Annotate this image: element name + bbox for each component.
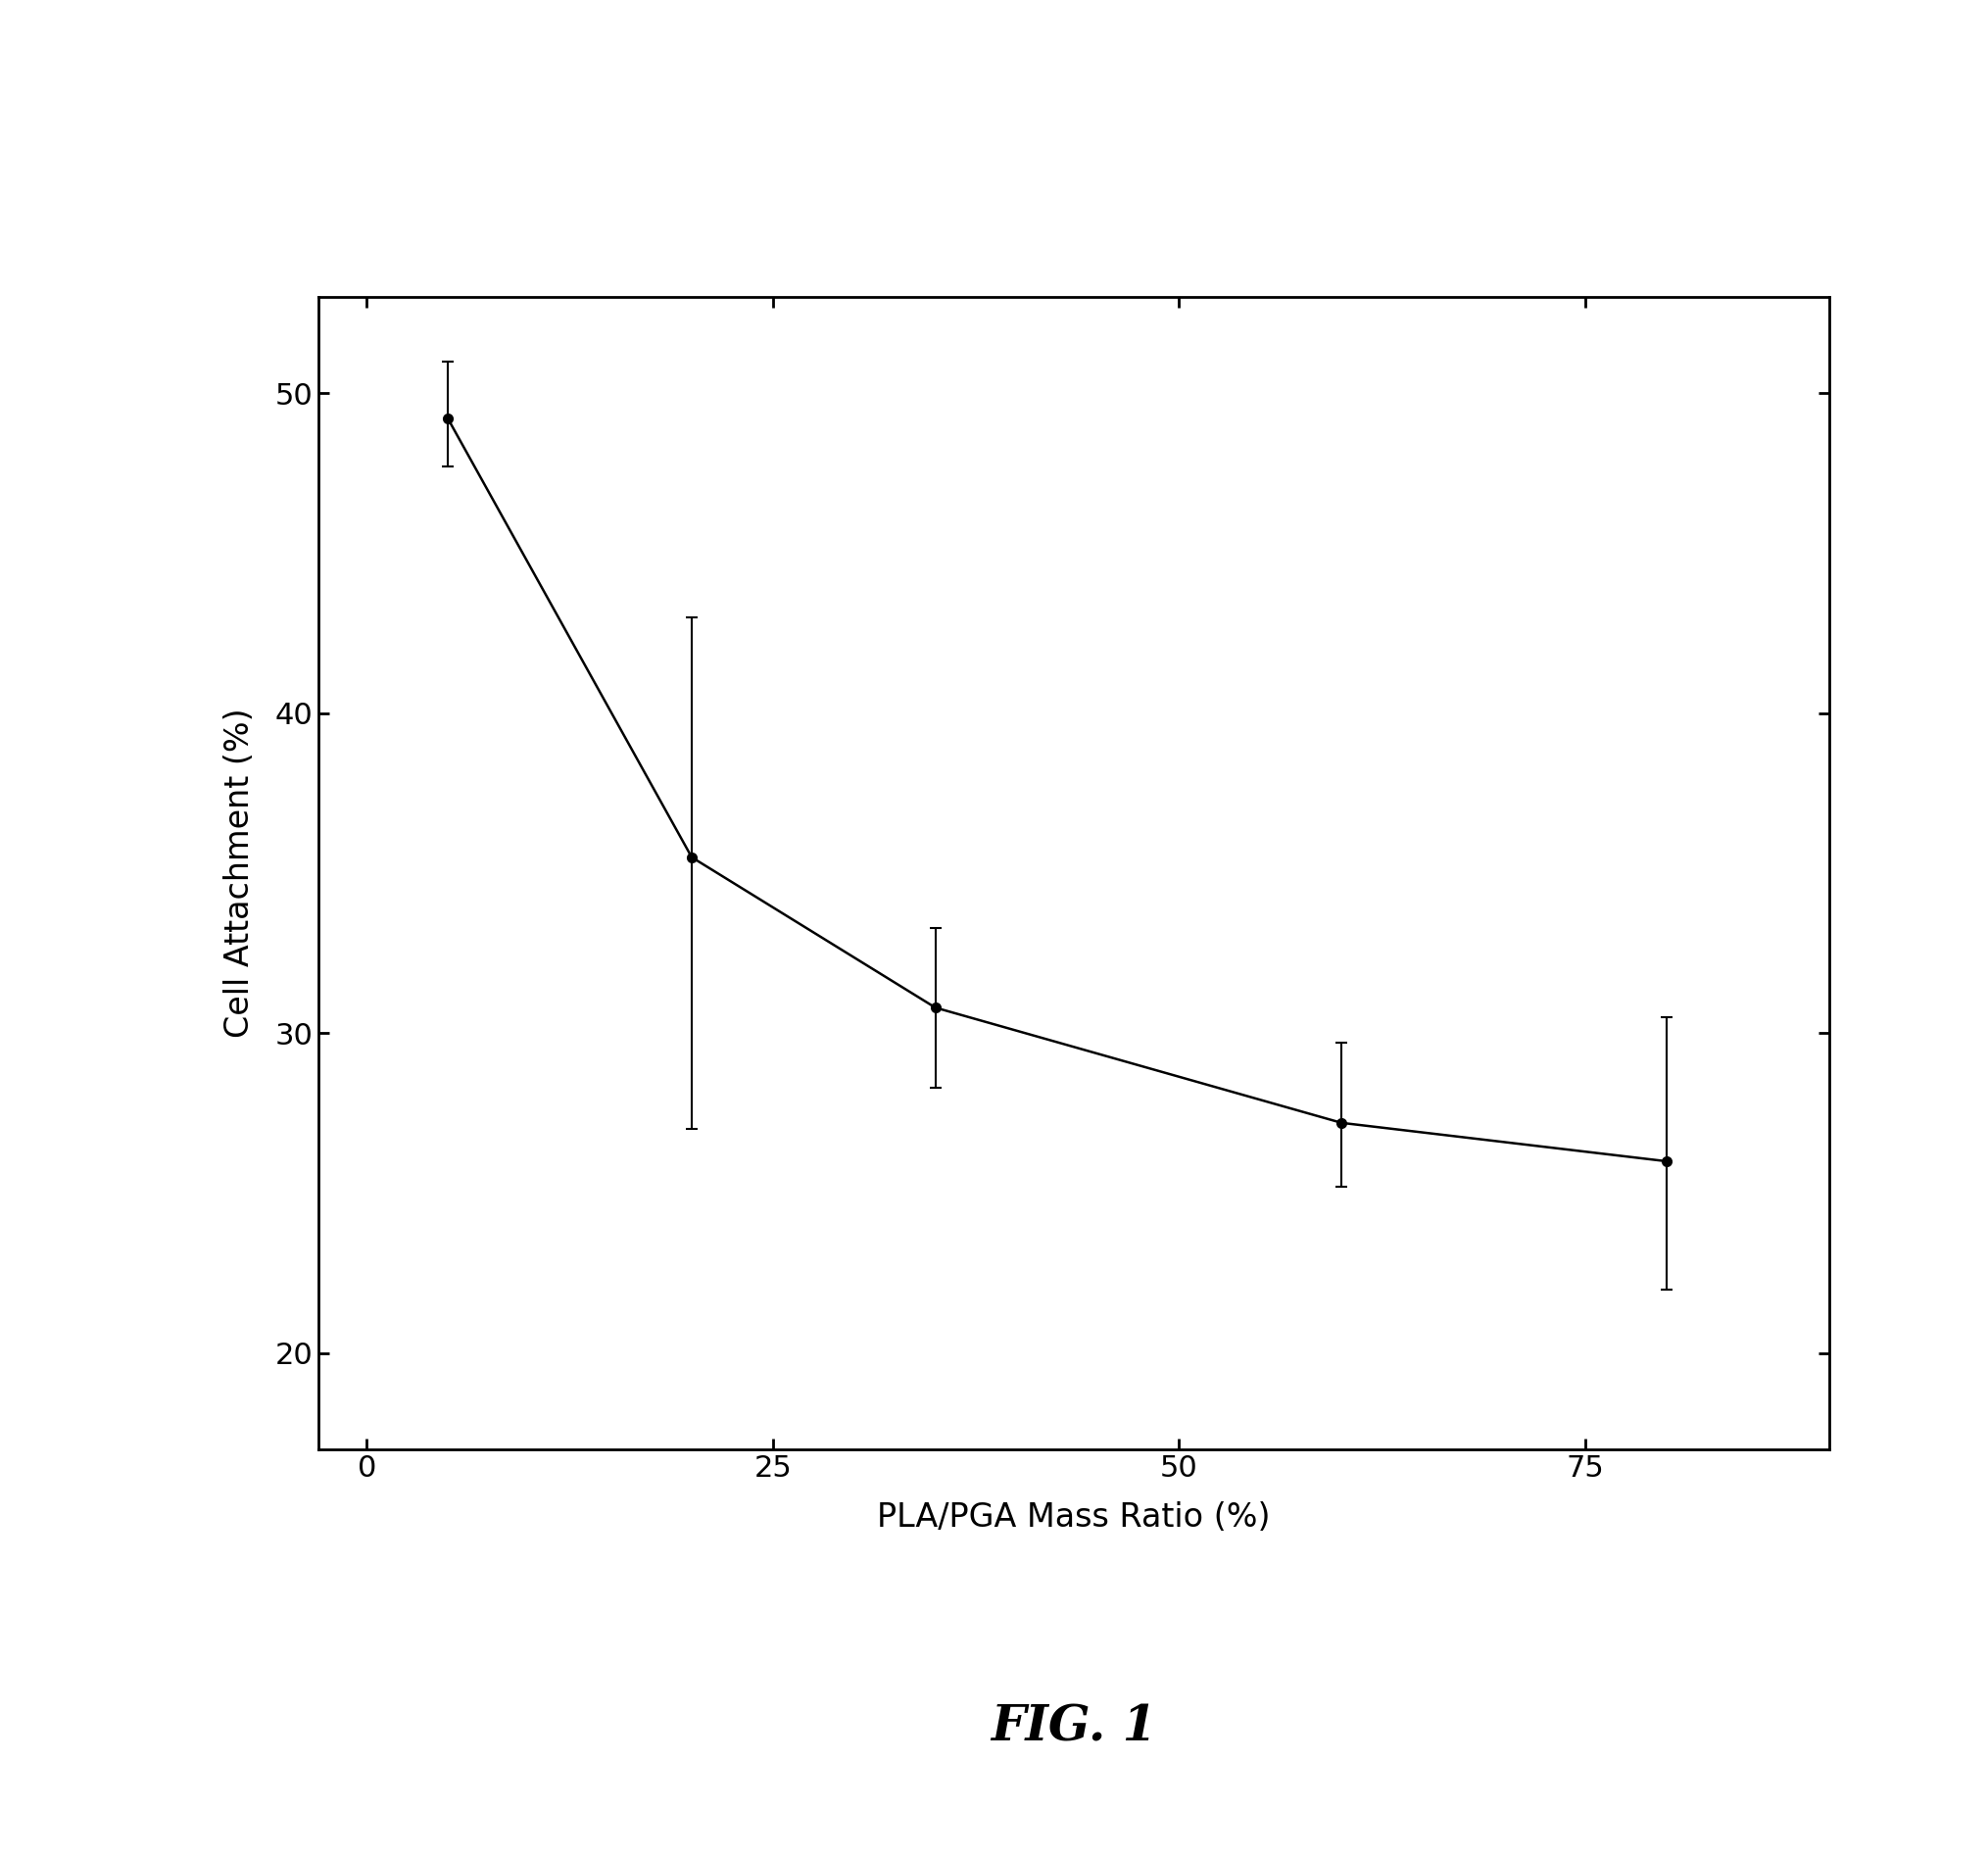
Y-axis label: Cell Attachment (%): Cell Attachment (%) (225, 708, 256, 1039)
Text: FIG. 1: FIG. 1 (990, 1704, 1157, 1752)
X-axis label: PLA/PGA Mass Ratio (%): PLA/PGA Mass Ratio (%) (877, 1501, 1270, 1535)
